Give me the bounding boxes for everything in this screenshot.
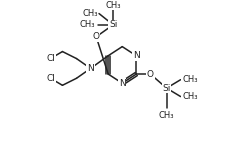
Text: Cl: Cl xyxy=(46,54,55,63)
Text: CH₃: CH₃ xyxy=(82,9,98,18)
Text: CH₃: CH₃ xyxy=(182,92,198,101)
Text: CH₃: CH₃ xyxy=(182,75,198,84)
Text: CH₃: CH₃ xyxy=(159,111,174,120)
Text: Si: Si xyxy=(109,20,117,29)
Text: CH₃: CH₃ xyxy=(105,1,121,10)
Text: Si: Si xyxy=(162,84,171,93)
Text: N: N xyxy=(87,64,94,73)
Text: CH₃: CH₃ xyxy=(79,20,95,29)
Text: N: N xyxy=(119,79,126,88)
Text: O: O xyxy=(147,69,154,79)
Text: O: O xyxy=(93,32,100,41)
Text: Cl: Cl xyxy=(46,74,55,83)
Text: N: N xyxy=(133,51,140,60)
